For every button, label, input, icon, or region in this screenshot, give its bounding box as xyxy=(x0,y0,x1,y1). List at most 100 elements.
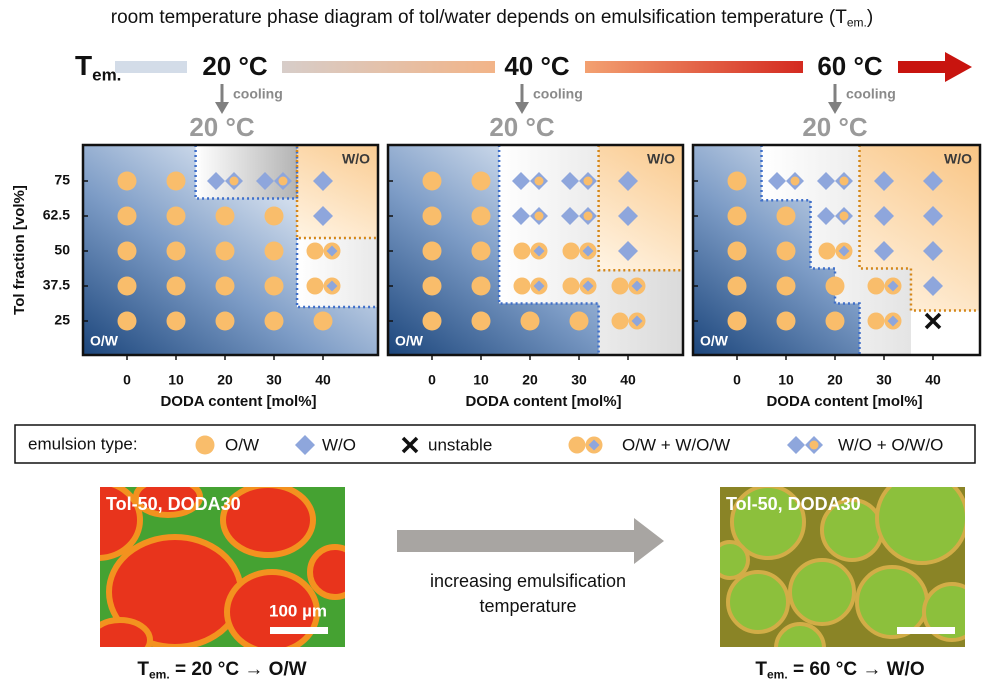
droplet xyxy=(310,547,360,597)
circle xyxy=(423,172,442,191)
circle xyxy=(728,172,747,191)
emulsion-point xyxy=(265,207,284,226)
x-tick-label: 20 xyxy=(827,372,843,388)
circle xyxy=(472,242,491,261)
emulsion-point xyxy=(167,207,186,226)
tem-symbol: Tem. xyxy=(75,50,121,84)
x-tick-label: 10 xyxy=(168,372,184,388)
subscript: em. xyxy=(149,668,170,682)
circle xyxy=(118,172,137,191)
circle xyxy=(612,278,629,295)
circle xyxy=(826,312,845,331)
circle xyxy=(521,312,540,331)
y-tick-label: 37.5 xyxy=(43,277,70,293)
text-part: T xyxy=(137,659,149,680)
region-label: O/W xyxy=(395,333,424,349)
circle xyxy=(307,278,324,295)
emulsion-point xyxy=(826,312,845,331)
emulsion-point xyxy=(472,312,491,331)
text-part: = 20 °C → O/W xyxy=(170,659,307,680)
cooled-temperature: 20 °C xyxy=(802,112,868,142)
x-axis-label: DODA content [mol%] xyxy=(465,393,621,410)
text-part: T xyxy=(835,7,847,28)
x-tick-label: 20 xyxy=(522,372,538,388)
text-part: room temperature phase diagram of tol/wa… xyxy=(111,7,836,28)
circle xyxy=(307,243,324,260)
circle xyxy=(423,277,442,296)
circle xyxy=(868,278,885,295)
circle xyxy=(840,177,849,186)
circle xyxy=(314,312,333,331)
circle xyxy=(216,312,235,331)
emulsion-point xyxy=(728,172,747,191)
emulsion-point xyxy=(423,242,442,261)
circle xyxy=(584,177,593,186)
temp-bar xyxy=(115,61,187,73)
x-axis-label: DODA content [mol%] xyxy=(766,393,922,410)
circle xyxy=(216,277,235,296)
emulsion-point xyxy=(728,242,747,261)
circle xyxy=(777,242,796,261)
emulsification-temperature: 60 °C xyxy=(817,51,883,81)
temp-bar xyxy=(282,61,495,73)
circle xyxy=(118,207,137,226)
circle xyxy=(514,243,531,260)
temp-bar xyxy=(898,61,948,73)
circle xyxy=(423,242,442,261)
circle xyxy=(584,212,593,221)
circle xyxy=(472,207,491,226)
circle xyxy=(563,278,580,295)
emulsion-point xyxy=(118,312,137,331)
x-tick-label: 30 xyxy=(266,372,282,388)
text-part: T xyxy=(75,50,92,81)
x-axis-label: DODA content [mol%] xyxy=(160,393,316,410)
cooled-temperature: 20 °C xyxy=(189,112,255,142)
legend-label: W/O xyxy=(322,435,356,454)
circle xyxy=(791,177,800,186)
x-tick-label: 40 xyxy=(925,372,941,388)
x-tick-label: 40 xyxy=(620,372,636,388)
emulsion-point xyxy=(423,277,442,296)
circle xyxy=(265,312,284,331)
cooling-label: cooling xyxy=(846,86,896,102)
y-tick-label: 25 xyxy=(54,312,70,328)
circle xyxy=(167,207,186,226)
emulsion-point xyxy=(777,277,796,296)
emulsion-point xyxy=(728,207,747,226)
x-tick-label: 0 xyxy=(733,372,741,388)
circle xyxy=(265,207,284,226)
circle xyxy=(265,277,284,296)
emulsion-point xyxy=(423,172,442,191)
x-tick-label: 30 xyxy=(571,372,587,388)
emulsion-point xyxy=(216,277,235,296)
region-label: O/W xyxy=(90,333,119,349)
region-label: W/O xyxy=(944,151,972,167)
y-axis-label: Tol fraction [vol%] xyxy=(11,185,28,315)
circle xyxy=(868,313,885,330)
circle xyxy=(777,312,796,331)
process-arrow-head xyxy=(634,518,664,564)
emulsion-point xyxy=(472,207,491,226)
circle xyxy=(216,207,235,226)
subscript: em. xyxy=(847,16,867,30)
emulsion-point xyxy=(167,277,186,296)
circle xyxy=(265,242,284,261)
y-tick-label: 62.5 xyxy=(43,207,70,223)
emulsification-temperature: 40 °C xyxy=(504,51,570,81)
temp-arrow-head xyxy=(945,52,972,82)
circle xyxy=(612,313,629,330)
emulsion-point xyxy=(118,277,137,296)
circle xyxy=(279,177,288,186)
emulsion-point xyxy=(216,242,235,261)
emulsion-point xyxy=(777,312,796,331)
micrograph-label: Tol-50, DODA30 xyxy=(106,494,241,514)
emulsion-point xyxy=(216,207,235,226)
emulsion-point xyxy=(423,312,442,331)
emulsion-point xyxy=(777,242,796,261)
x-tick-label: 30 xyxy=(876,372,892,388)
text-part: ) xyxy=(867,7,873,28)
circle xyxy=(167,172,186,191)
circle xyxy=(216,242,235,261)
circle xyxy=(423,312,442,331)
x-tick-label: 0 xyxy=(428,372,436,388)
